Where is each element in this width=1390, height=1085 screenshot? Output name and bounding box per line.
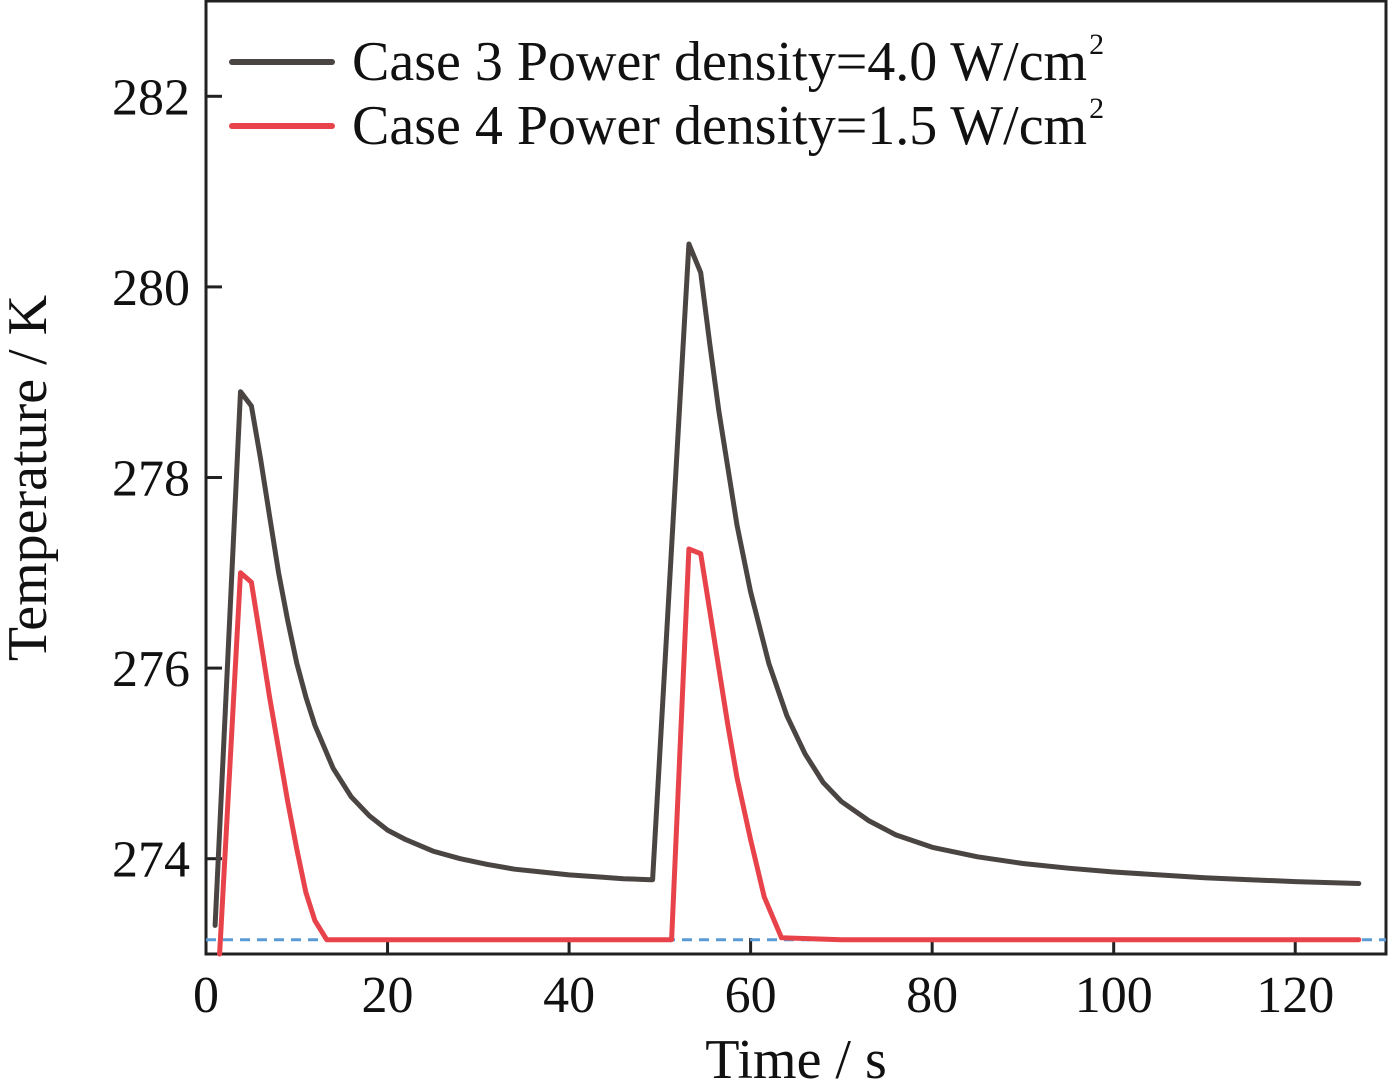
y-tick-label-2: 278 (112, 451, 190, 508)
x-tick-label-3: 60 (725, 967, 777, 1024)
x-axis-label: Time / s (705, 1029, 887, 1085)
x-tick-label-0: 0 (193, 967, 219, 1024)
x-tick-label-2: 40 (543, 967, 595, 1024)
y-tick-label-3: 280 (112, 260, 190, 317)
legend-label-1: Case 3 Power density=4.0 W/cm (352, 31, 1087, 93)
y-tick-label-4: 282 (112, 69, 190, 126)
x-tick-label-5: 100 (1075, 967, 1153, 1024)
x-tick-label-1: 20 (362, 967, 414, 1024)
series-line-1 (212, 241, 1362, 928)
y-axis-label: Temperature / K (0, 295, 59, 661)
y-tick-label-0: 274 (112, 832, 190, 889)
series-layer (212, 241, 1362, 957)
x-tick-label-4: 80 (906, 967, 958, 1024)
legend-label-sup-1: 2 (1089, 28, 1104, 61)
legend-label-sup-2: 2 (1089, 92, 1104, 125)
axis-ticks: 0 20 40 60 80 100 120 274 276 278 280 282 (112, 69, 1334, 1024)
series-line-2 (217, 546, 1362, 957)
y-tick-label-1: 276 (112, 641, 190, 698)
legend-label-2: Case 4 Power density=1.5 W/cm (352, 95, 1087, 157)
x-tick-label-6: 120 (1256, 967, 1334, 1024)
